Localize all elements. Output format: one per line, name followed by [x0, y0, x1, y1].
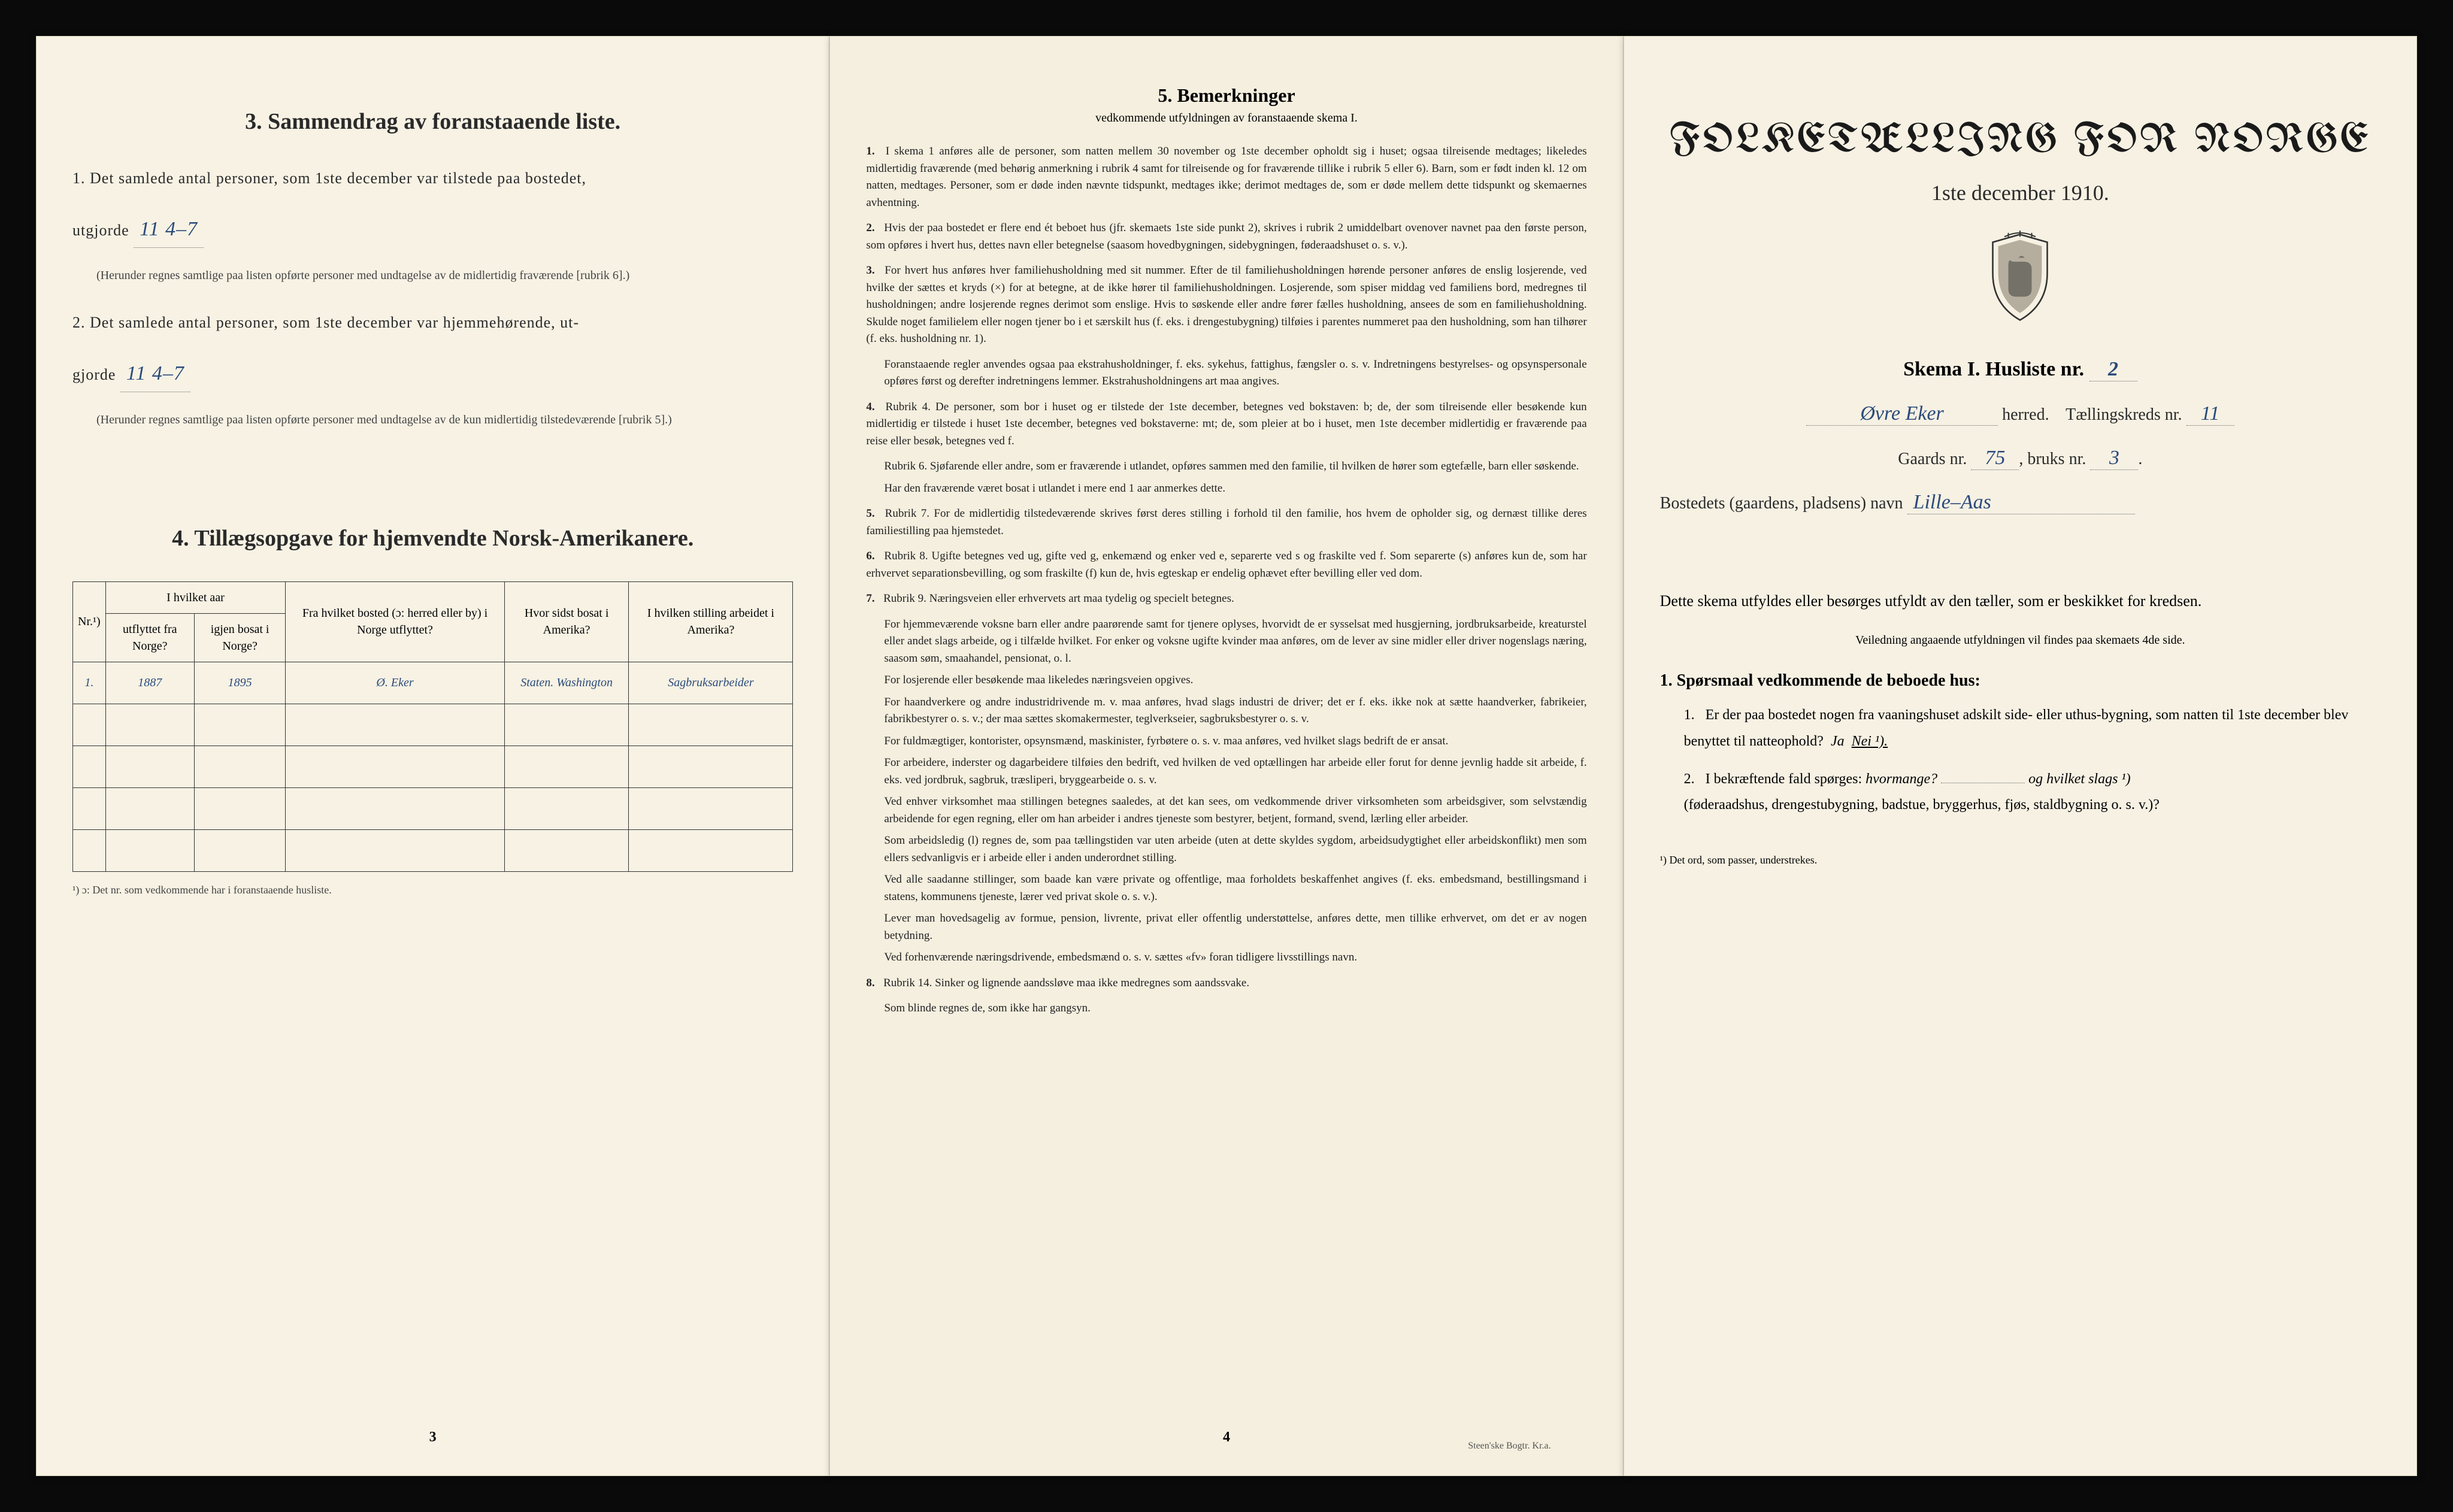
table-body: 1. 1887 1895 Ø. Eker Staten. Washington …: [73, 662, 793, 871]
remark-item: 7. Rubrik 9. Næringsveien eller erhverve…: [866, 590, 1586, 608]
q2-text-b: (føderaadshus, drengestubygning, badstue…: [1684, 797, 2160, 813]
item2-value: 11 4–7: [120, 355, 190, 392]
husliste-nr: 2: [2089, 358, 2137, 381]
subcol-out: utflyttet fra Norge?: [105, 613, 194, 662]
cell-out: 1887: [105, 662, 194, 704]
table-row-empty: [73, 787, 793, 829]
item2-note: (Herunder regnes samtlige paa listen opf…: [96, 410, 793, 429]
census-document: 3. Sammendrag av foranstaaende liste. 1.…: [36, 36, 2417, 1476]
col-year: I hvilket aar: [105, 581, 286, 613]
table-row-empty: [73, 704, 793, 746]
item2-label: gjorde: [72, 366, 116, 383]
bruks-value: 3: [2090, 447, 2138, 470]
q2-hvormange: hvormange?: [1866, 771, 1937, 787]
remark-item: Foranstaaende regler anvendes ogsaa paa …: [884, 356, 1586, 390]
table-row-empty: [73, 746, 793, 787]
bruks-label: bruks nr.: [2027, 450, 2086, 468]
page-4-remarks: 5. Bemerkninger vedkommende utfyldningen…: [829, 36, 1623, 1476]
remark-item: Ved alle saadanne stillinger, som baade …: [884, 871, 1586, 905]
bosted-value: Lille–Aas: [1907, 491, 2135, 514]
tk-value: 11: [2186, 402, 2234, 426]
americans-table: Nr.¹) I hvilket aar Fra hvilket bosted (…: [72, 581, 793, 872]
p3-footnote: ¹) Det ord, som passer, understrekes.: [1660, 854, 2381, 866]
cell-nr: 1.: [73, 662, 106, 704]
gaards-value: 75: [1971, 447, 2019, 470]
item1-text: 1. Det samlede antal personer, som 1ste …: [72, 165, 793, 193]
skema-label: Skema I. Husliste nr.: [1903, 358, 2084, 380]
table-row: 1. 1887 1895 Ø. Eker Staten. Washington …: [73, 662, 793, 704]
remark-item: For haandverkere og andre industridriven…: [884, 694, 1586, 728]
col-where: Hvor sidst bosat i Amerika?: [504, 581, 629, 662]
q1-nei: Nei ¹).: [1852, 734, 1888, 749]
remarks-subtitle: vedkommende utfyldningen av foranstaaend…: [866, 111, 1586, 125]
questions-heading: 1. Spørsmaal vedkommende de beboede hus:: [1660, 671, 2381, 690]
q1-ja: Ja: [1831, 734, 1845, 749]
col-job: I hvilken stilling arbeidet i Amerika?: [629, 581, 793, 662]
page-number: 3: [429, 1429, 437, 1446]
cell-from: Ø. Eker: [286, 662, 504, 704]
remark-item: Ved enhver virksomhet maa stillingen bet…: [884, 793, 1586, 828]
q2-og: og hvilket slags ¹): [2028, 771, 2131, 787]
cell-back: 1895: [194, 662, 285, 704]
remark-item: Som arbeidsledig (l) regnes de, som paa …: [884, 832, 1586, 866]
item1-value: 11 4–7: [134, 211, 204, 248]
page-3-summary: 3. Sammendrag av foranstaaende liste. 1.…: [36, 36, 829, 1476]
subcol-back: igjen bosat i Norge?: [194, 613, 285, 662]
remark-item: 1. I skema 1 anføres alle de personer, s…: [866, 143, 1586, 211]
remark-item: For fuldmægtiger, kontorister, opsynsmæn…: [884, 733, 1586, 750]
table-row-empty: [73, 829, 793, 871]
remark-item: For arbeidere, inderster og dagarbeidere…: [884, 755, 1586, 789]
remark-item: Rubrik 6. Sjøfarende eller andre, som er…: [884, 458, 1586, 475]
col-from: Fra hvilket bosted (ɔ: herred eller by) …: [286, 581, 504, 662]
remarks-list: 1. I skema 1 anføres alle de personer, s…: [866, 143, 1586, 1017]
skema-line: Skema I. Husliste nr. 2: [1660, 358, 2381, 381]
item2-text: 2. Det samlede antal personer, som 1ste …: [72, 309, 793, 337]
gaards-label: Gaards nr.: [1898, 450, 1967, 468]
census-date: 1ste december 1910.: [1660, 180, 2381, 205]
coat-of-arms-icon: [1660, 229, 2381, 328]
section3-heading: 3. Sammendrag av foranstaaende liste.: [72, 108, 793, 135]
question-2: 2. I bekræftende fald spørges: hvormange…: [1684, 766, 2381, 818]
bosted-line: Bostedets (gaardens, pladsens) navn Lill…: [1660, 491, 2381, 514]
tk-label: Tællingskreds nr.: [2066, 405, 2182, 424]
cell-job: Sagbruksarbeider: [629, 662, 793, 704]
col-nr: Nr.¹): [73, 581, 106, 662]
q2-num: 2.: [1684, 766, 1702, 792]
herred-label: herred.: [2002, 405, 2049, 424]
herred-value: Øvre Eker: [1806, 402, 1998, 426]
remark-item: 4. Rubrik 4. De personer, som bor i huse…: [866, 399, 1586, 450]
remark-item: 2. Hvis der paa bostedet er flere end ét…: [866, 220, 1586, 254]
item1-value-line: utgjorde 11 4–7: [72, 211, 793, 248]
question-1: 1. Er der paa bostedet nogen fra vaaning…: [1684, 702, 2381, 754]
herred-line: Øvre Eker herred. Tællingskreds nr. 11: [1660, 402, 2381, 426]
gaards-line: Gaards nr. 75, bruks nr. 3.: [1660, 447, 2381, 470]
remark-item: 6. Rubrik 8. Ugifte betegnes ved ug, gif…: [866, 548, 1586, 582]
remark-item: Som blinde regnes de, som ikke har gangs…: [884, 1000, 1586, 1017]
page-number: 4: [1223, 1429, 1230, 1446]
remark-item: For losjerende eller besøkende maa likel…: [884, 672, 1586, 689]
section4-heading: 4. Tillægsopgave for hjemvendte Norsk-Am…: [72, 525, 793, 552]
remark-item: For hjemmeværende voksne barn eller andr…: [884, 616, 1586, 668]
item1-note: (Herunder regnes samtlige paa listen opf…: [96, 266, 793, 285]
remark-item: Har den fraværende været bosat i utlande…: [884, 480, 1586, 498]
page-1-title: FOLKETÆLLING FOR NORGE 1ste december 191…: [1624, 36, 2417, 1476]
item1-label: utgjorde: [72, 222, 129, 239]
census-title: FOLKETÆLLING FOR NORGE: [1660, 120, 2381, 162]
remark-item: 5. Rubrik 7. For de midlertidig tilstede…: [866, 505, 1586, 540]
table4-footnote: ¹) ɔ: Det nr. som vedkommende har i fora…: [72, 884, 793, 896]
remark-item: 8. Rubrik 14. Sinker og lignende aandssl…: [866, 975, 1586, 992]
form-instruction: Dette skema utfyldes eller besørges utfy…: [1660, 586, 2381, 616]
cell-where: Staten. Washington: [504, 662, 629, 704]
form-small: Veiledning angaaende utfyldningen vil fi…: [1660, 634, 2381, 647]
q1-text: Er der paa bostedet nogen fra vaaningshu…: [1684, 707, 2349, 749]
bosted-label: Bostedets (gaardens, pladsens) navn: [1660, 494, 1903, 513]
item2-value-line: gjorde 11 4–7: [72, 355, 793, 392]
printer-mark: Steen'ske Bogtr. Kr.a.: [1468, 1441, 1550, 1452]
remark-item: Ved forhenværende næringsdrivende, embed…: [884, 949, 1586, 966]
remark-item: Lever man hovedsagelig av formue, pensio…: [884, 910, 1586, 944]
remark-item: 3. For hvert hus anføres hver familiehus…: [866, 262, 1586, 348]
remarks-title: 5. Bemerkninger: [866, 84, 1586, 107]
q1-num: 1.: [1684, 702, 1702, 728]
q2-text-a: I bekræftende fald spørges:: [1706, 771, 1862, 787]
